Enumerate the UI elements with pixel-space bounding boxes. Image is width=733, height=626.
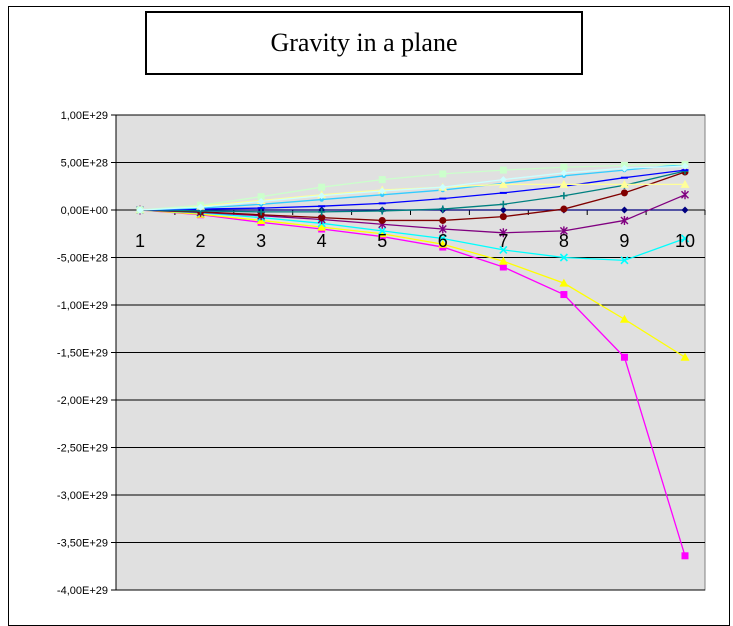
y-tick-label: 1,00E+29 (61, 110, 108, 122)
y-tick-label: -4,00E+29 (57, 585, 108, 597)
data-point (560, 169, 568, 177)
grid-layer (116, 114, 705, 591)
data-point (438, 239, 448, 248)
y-tick-layer: 1,00E+29 5,00E+28 0,00E+00 -5,00E+28 -1,00E+… (57, 110, 116, 597)
data-point (136, 206, 144, 214)
x-tick-label: 4 (317, 231, 327, 251)
data-point (499, 176, 507, 184)
series-line (139, 171, 686, 222)
data-point (499, 263, 507, 271)
chart-title: Gravity in a plane (145, 11, 583, 75)
x-tick-label: 10 (675, 231, 695, 251)
data-point (681, 552, 689, 560)
chart-title-text: Gravity in a plane (270, 28, 458, 57)
y-tick-label: -1,50E+29 (57, 348, 108, 360)
data-point (438, 234, 447, 243)
series-line (139, 209, 686, 262)
data-point (620, 256, 629, 265)
data-point (377, 229, 387, 238)
data-point (438, 224, 447, 234)
series-line (139, 170, 686, 213)
data-point (559, 226, 568, 236)
data-point (378, 226, 387, 235)
data-point (680, 352, 690, 361)
data-point (499, 228, 508, 238)
data-point (499, 166, 507, 174)
data-point (681, 190, 689, 200)
data-point (680, 234, 690, 243)
data-point (498, 256, 508, 265)
data-point (560, 192, 568, 200)
x-tick-label: 7 (498, 231, 508, 251)
series-line (139, 209, 686, 358)
x-tick-label: 2 (196, 231, 206, 251)
data-point (619, 179, 629, 188)
data-point (560, 205, 568, 213)
data-point (439, 216, 447, 224)
data-point (378, 176, 386, 184)
data-point (257, 208, 265, 216)
series-line (139, 169, 686, 211)
data-point (560, 291, 568, 299)
data-point (620, 353, 628, 361)
series-line (139, 163, 686, 211)
data-point (439, 183, 447, 191)
data-point (257, 193, 265, 201)
data-point (620, 164, 628, 172)
data-point (257, 197, 265, 205)
data-point (559, 253, 568, 262)
data-point (318, 183, 326, 191)
y-tick-label: 0,00E+00 (61, 205, 108, 217)
chart-svg: 1,00E+29 5,00E+28 0,00E+00 -5,00E+28 -1,00E+… (57, 110, 706, 597)
x-tick-layer: 1 2 3 4 5 6 7 8 9 10 (135, 231, 695, 251)
data-point (439, 205, 447, 213)
x-tick-label: 8 (559, 231, 569, 251)
data-point (499, 200, 507, 208)
data-point (439, 170, 447, 178)
data-point (560, 163, 568, 171)
data-point (318, 214, 326, 222)
data-point (499, 213, 507, 221)
data-point (378, 216, 386, 224)
data-point (197, 203, 205, 211)
y-tick-label: -2,00E+29 (57, 395, 108, 407)
data-point (620, 215, 629, 225)
data-point (499, 206, 507, 214)
data-point (680, 179, 690, 188)
data-point (619, 314, 629, 323)
data-point (317, 222, 327, 231)
series-line (139, 194, 686, 234)
y-tick-label: -3,50E+29 (57, 538, 108, 550)
data-point (559, 179, 569, 188)
data-point (559, 278, 569, 287)
x-tick-label: 1 (135, 231, 145, 251)
data-point (498, 179, 508, 188)
y-tick-label: 5,00E+28 (61, 158, 108, 170)
series-line (139, 209, 686, 556)
data-point (499, 245, 508, 254)
data-point (378, 187, 386, 195)
x-tick-label: 5 (377, 231, 387, 251)
x-tick-label: 9 (619, 231, 629, 251)
x-tick-label: 3 (256, 231, 266, 251)
data-point (620, 206, 628, 214)
y-tick-label: -1,00E+29 (57, 300, 108, 312)
series-line (139, 165, 686, 211)
data-point (620, 189, 628, 197)
data-point (318, 192, 326, 200)
y-tick-label: -3,00E+29 (57, 490, 108, 502)
y-tick-label: -2,50E+29 (57, 443, 108, 455)
x-tick-label: 6 (438, 231, 448, 251)
series-12 (136, 162, 689, 214)
data-point (378, 207, 386, 215)
data-point (380, 192, 385, 197)
series-layer (135, 160, 690, 560)
data-point (319, 197, 324, 202)
y-tick-label: -5,00E+28 (57, 253, 108, 265)
data-point (318, 208, 326, 216)
data-point (681, 206, 689, 214)
data-point (681, 162, 689, 170)
series-line (139, 163, 686, 211)
